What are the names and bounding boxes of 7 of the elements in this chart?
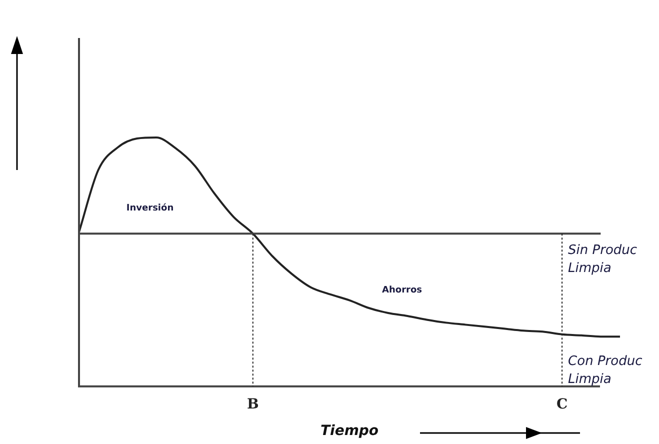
series-label: Con Produc Limpia (568, 354, 642, 388)
x-tick-label: B (246, 396, 259, 412)
series-label: Sin Produc Limpia (568, 242, 638, 276)
annotation: Inversión (126, 202, 174, 214)
annotation: Ahorros (382, 285, 422, 296)
x-tick-label: C (556, 396, 568, 412)
x-axis-title: Tiempo (320, 423, 379, 440)
